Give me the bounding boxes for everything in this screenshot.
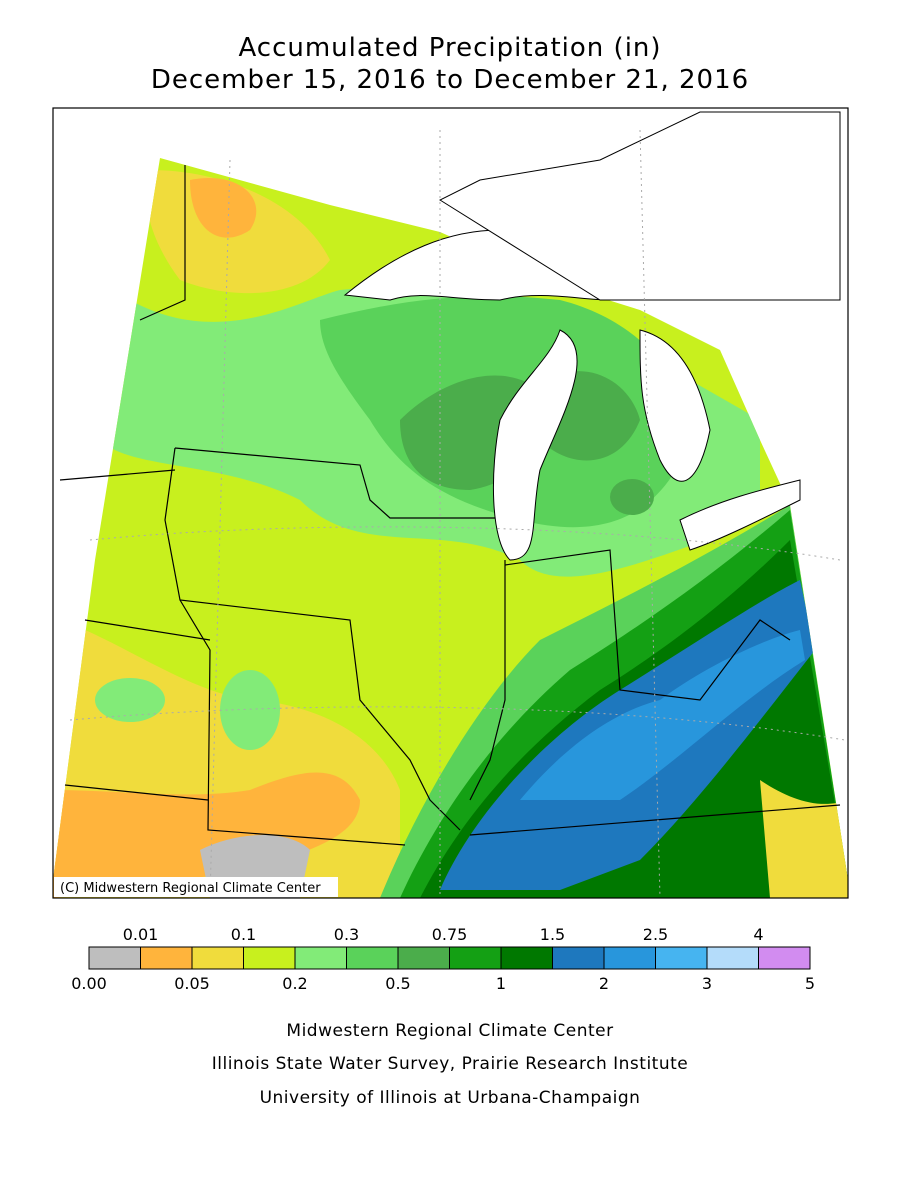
legend-swatch [758, 946, 811, 970]
state-borders [59, 165, 841, 846]
legend-label: 2.5 [643, 925, 668, 944]
legend-swatch [603, 946, 656, 970]
legend-swatch [449, 946, 502, 970]
legend-label: 0.3 [334, 925, 359, 944]
legend: 0.01 0.1 0.3 0.75 1.5 2.5 4 0.00 0.05 0.2 0.5 1 2 3 5 [71, 925, 815, 993]
legend-swatch [243, 946, 296, 970]
legend-swatch [552, 946, 605, 970]
legend-label: 0.01 [123, 925, 159, 944]
legend-label: 0.00 [71, 974, 107, 993]
legend-label: 0.2 [282, 974, 307, 993]
legend-label: 2 [599, 974, 609, 993]
map-credit: (C) Midwestern Regional Climate Center [60, 881, 321, 896]
legend-swatch [294, 946, 347, 970]
legend-swatch [397, 946, 450, 970]
legend-label: 0.75 [432, 925, 468, 944]
legend-label: 1 [496, 974, 506, 993]
legend-swatch [140, 946, 193, 970]
map-frame [52, 107, 849, 899]
legend-label: 0.05 [174, 974, 210, 993]
legend-label: 0.5 [385, 974, 410, 993]
legend-swatch [191, 946, 244, 970]
lakes [343, 111, 841, 561]
footer-line: Illinois State Water Survey, Prairie Res… [212, 1054, 688, 1074]
footer-line: University of Illinois at Urbana-Champai… [260, 1088, 641, 1108]
legend-label: 3 [702, 974, 712, 993]
legend-swatch [500, 946, 553, 970]
legend-swatch [706, 946, 759, 970]
title: Accumulated Precipitation (in) [238, 33, 661, 63]
legend-label: 5 [805, 974, 815, 993]
subtitle: December 15, 2016 to December 21, 2016 [151, 65, 749, 95]
footer-line: Midwestern Regional Climate Center [286, 1021, 613, 1041]
legend-label: 1.5 [540, 925, 565, 944]
legend-swatch [88, 946, 141, 970]
legend-swatch [346, 946, 399, 970]
legend-label: 0.1 [231, 925, 256, 944]
graticule [69, 129, 846, 899]
legend-label: 4 [753, 925, 763, 944]
credit-box [54, 877, 338, 897]
legend-swatch [655, 946, 708, 970]
